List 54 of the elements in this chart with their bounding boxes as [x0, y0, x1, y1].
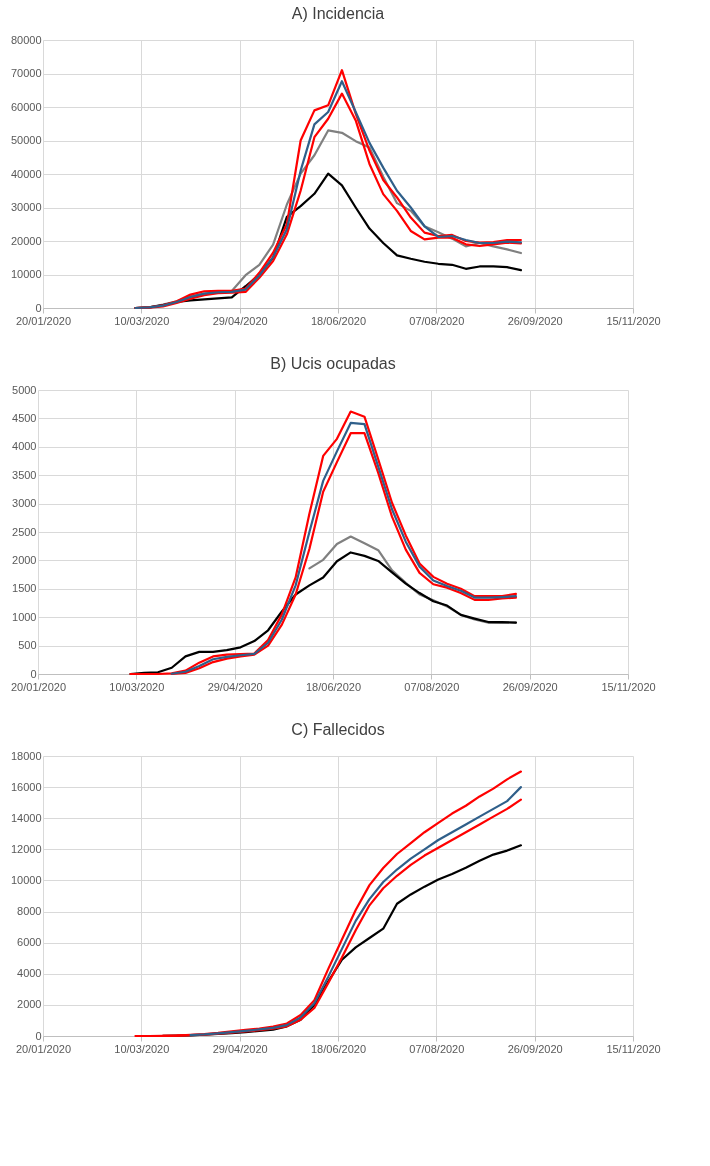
x-tick-label: 10/03/2020: [114, 1042, 170, 1055]
chart-title: C) Fallecidos: [291, 721, 385, 738]
x-tick-label: 07/08/2020: [409, 314, 465, 327]
x-tick-label: 18/06/2020: [310, 314, 367, 327]
x-tick-label: 26/09/2020: [502, 680, 558, 693]
y-tick-label: 1000: [12, 610, 37, 623]
y-tick-label: 16000: [10, 780, 42, 793]
x-tick-label: 15/11/2020: [606, 1042, 661, 1055]
chart-title: B) Ucis ocupadas: [270, 355, 396, 372]
y-tick-label: 500: [18, 639, 37, 652]
y-tick-label: 18000: [10, 749, 42, 762]
y-tick-label: 3500: [12, 468, 37, 481]
y-tick-label: 50000: [10, 134, 42, 146]
x-tick-label: 26/09/2020: [507, 314, 563, 327]
x-tick-label: 18/06/2020: [305, 680, 362, 693]
x-tick-label: 07/08/2020: [409, 1042, 465, 1055]
y-tick-label: 10000: [10, 268, 42, 280]
chart-title: A) Incidencia: [291, 5, 385, 22]
x-tick-label: 29/04/2020: [207, 680, 263, 693]
y-tick-label: 70000: [10, 67, 42, 79]
y-tick-label: 40000: [10, 167, 42, 180]
y-tick-label: 3000: [12, 497, 37, 510]
y-tick-label: 20000: [10, 234, 42, 247]
y-tick-label: 6000: [17, 936, 42, 949]
x-tick-label: 29/04/2020: [212, 314, 268, 327]
y-tick-label: 5000: [12, 383, 37, 396]
y-tick-label: 2500: [12, 525, 37, 538]
y-tick-label: 2000: [17, 998, 42, 1011]
x-tick-label: 20/01/2020: [15, 314, 72, 327]
y-tick-label: 10000: [10, 873, 42, 886]
x-tick-label: 15/11/2020: [601, 680, 656, 693]
y-tick-label: 80000: [10, 33, 42, 46]
x-tick-label: 26/09/2020: [507, 1042, 563, 1055]
y-tick-label: 0: [35, 301, 42, 314]
y-tick-label: 60000: [10, 100, 42, 113]
y-tick-label: 0: [35, 1029, 42, 1042]
y-tick-label: 14000: [10, 811, 42, 824]
y-tick-label: 0: [30, 667, 37, 680]
y-tick-label: 30000: [10, 201, 42, 213]
x-tick-label: 20/01/2020: [15, 1042, 72, 1055]
x-tick-label: 07/08/2020: [404, 680, 460, 693]
y-tick-label: 8000: [17, 905, 42, 918]
x-tick-label: 18/06/2020: [310, 1042, 367, 1055]
x-tick-label: 15/11/2020: [606, 314, 661, 327]
x-tick-label: 29/04/2020: [212, 1042, 268, 1055]
x-tick-label: 20/01/2020: [10, 680, 67, 693]
y-tick-label: 4500: [12, 411, 37, 424]
y-tick-label: 4000: [12, 440, 37, 453]
y-tick-label: 1500: [12, 582, 37, 595]
y-tick-label: 4000: [17, 967, 42, 980]
x-tick-label: 10/03/2020: [114, 314, 170, 327]
y-tick-label: 2000: [12, 553, 37, 566]
y-tick-label: 12000: [10, 842, 42, 855]
x-tick-label: 10/03/2020: [109, 680, 165, 693]
